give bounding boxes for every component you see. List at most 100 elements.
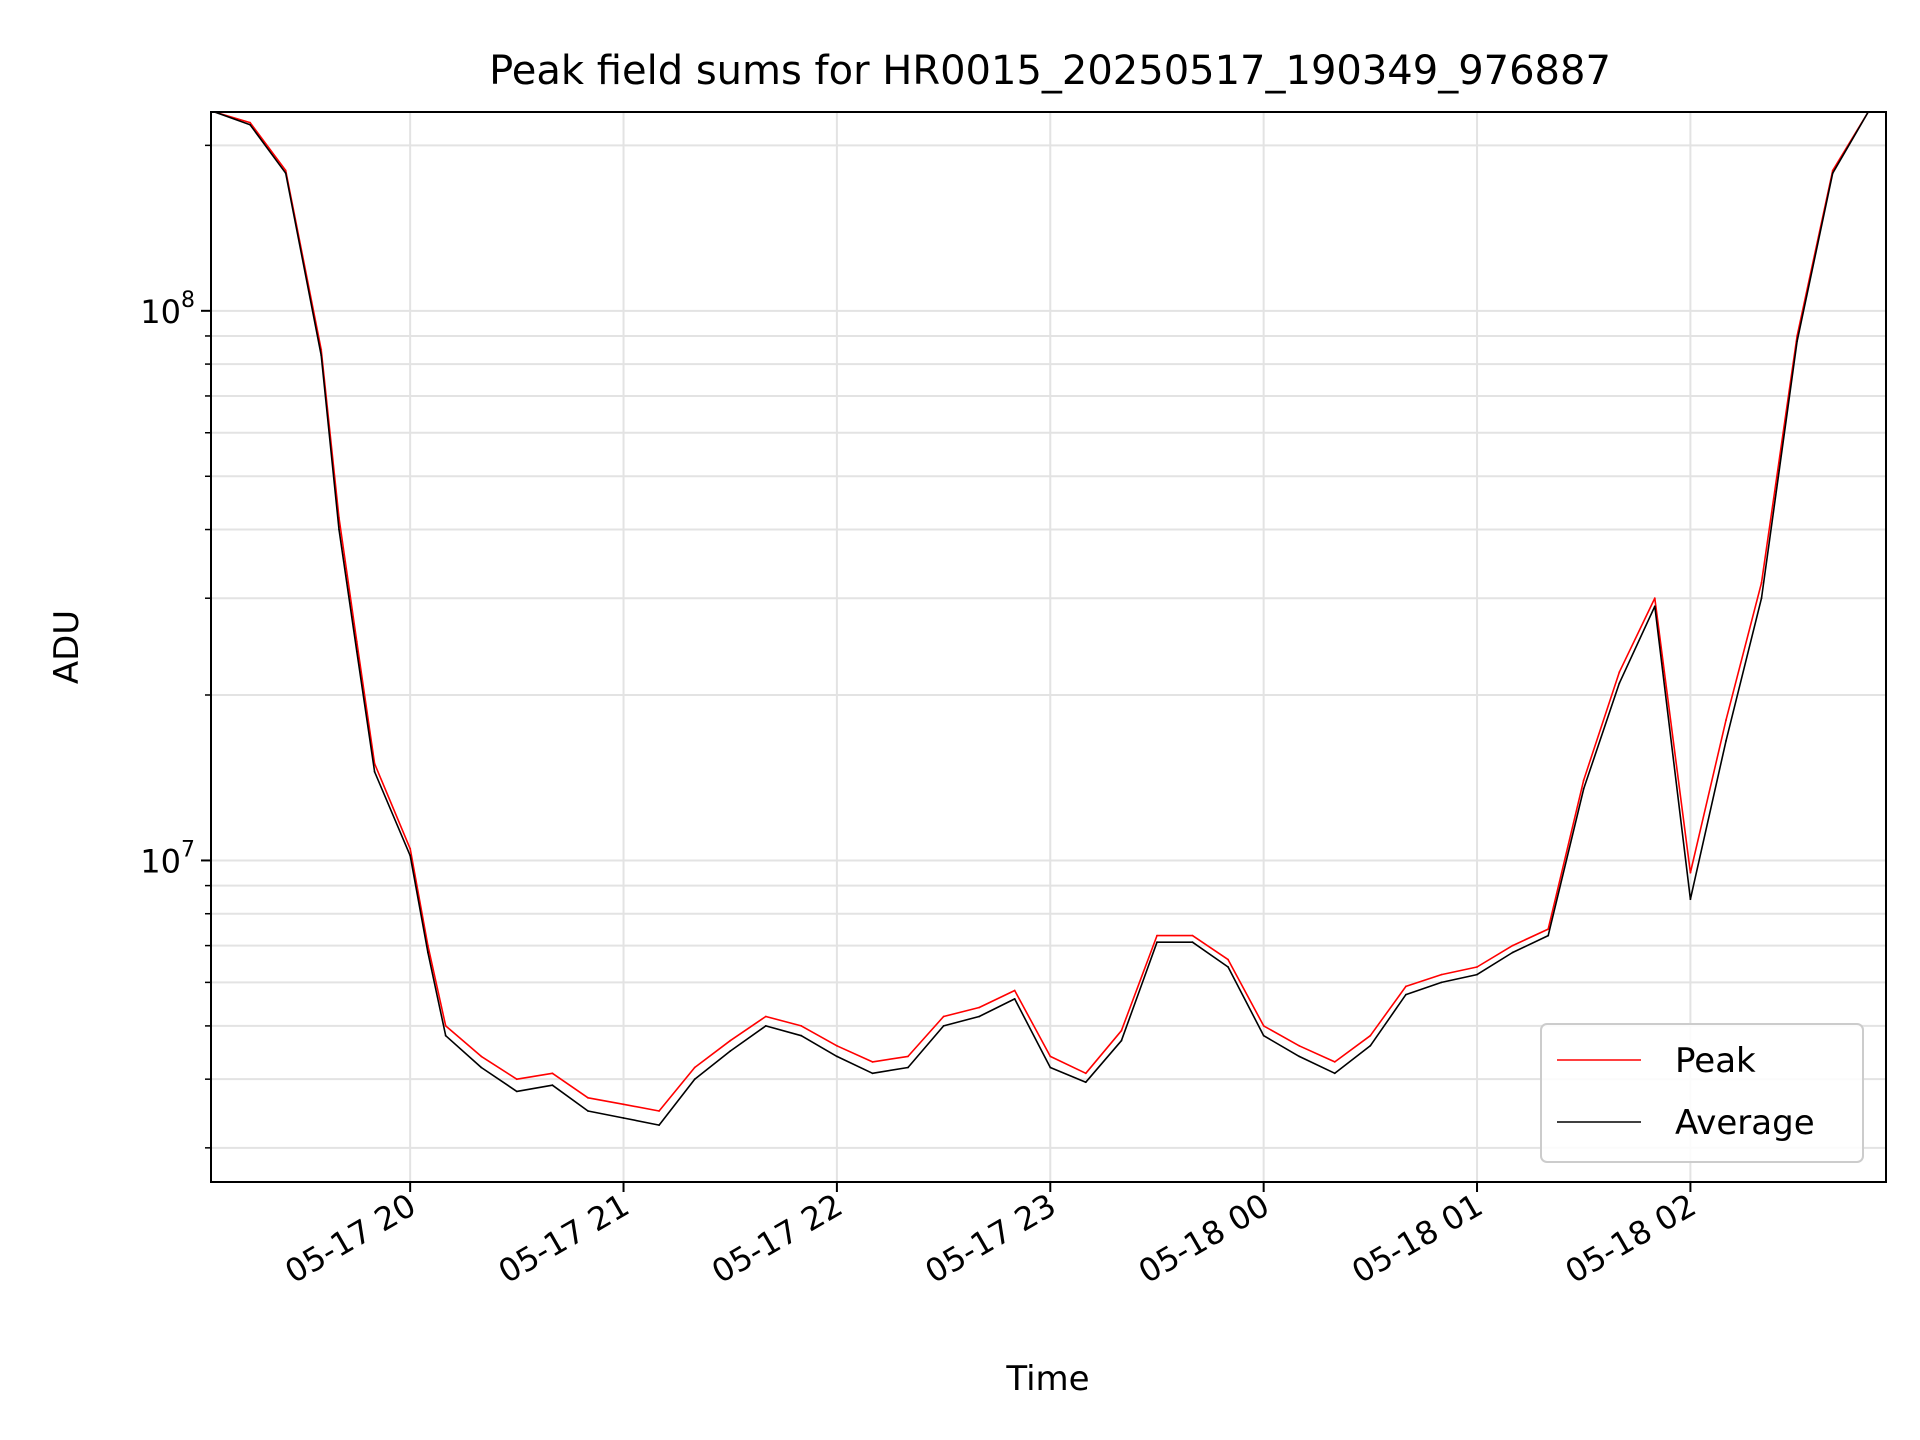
data-point <box>1511 944 1514 947</box>
data-point <box>871 1072 874 1075</box>
data-point <box>1582 779 1585 781</box>
data-point <box>1582 787 1585 790</box>
data-point <box>249 121 252 124</box>
data-point <box>658 1110 660 1112</box>
data-point <box>1227 958 1229 961</box>
data-point <box>907 1066 909 1069</box>
data-point <box>1191 941 1194 944</box>
data-point <box>515 1078 518 1081</box>
data-point <box>836 1055 838 1058</box>
data-point <box>1405 993 1407 996</box>
data-point <box>1369 1034 1372 1037</box>
data-point <box>1440 981 1443 984</box>
data-point <box>693 1066 696 1069</box>
data-point <box>1831 172 1834 175</box>
gridlines <box>211 112 1886 1182</box>
data-point <box>551 1072 554 1075</box>
data-point <box>1689 871 1692 874</box>
data-point <box>515 1090 518 1093</box>
data-point <box>1476 966 1478 968</box>
data-point <box>836 1044 838 1047</box>
data-point <box>1298 1044 1301 1047</box>
plot-frame <box>210 111 1887 1183</box>
data-point <box>1084 1072 1087 1075</box>
data-point <box>1120 1039 1123 1042</box>
data-point <box>1049 1055 1052 1058</box>
data-point <box>764 1025 767 1027</box>
data-point <box>480 1066 483 1069</box>
data-point <box>1013 998 1016 1000</box>
data-point <box>1120 1029 1123 1032</box>
data-point <box>427 951 429 954</box>
data-point <box>1618 682 1621 685</box>
data-point <box>764 1015 767 1018</box>
data-point <box>871 1061 874 1063</box>
data-point <box>622 1117 625 1119</box>
data-point <box>1262 1025 1265 1027</box>
data-point <box>587 1096 589 1099</box>
series-peak <box>213 111 1870 1112</box>
legend-peak-label: Peak <box>1675 1041 1756 1081</box>
data-point <box>373 770 376 773</box>
series-line-peak <box>214 111 1869 1112</box>
data-point <box>1191 934 1194 937</box>
data-point <box>409 847 412 850</box>
data-point <box>587 1110 589 1112</box>
x-axis-label: Time <box>1005 1359 1089 1399</box>
data-point <box>978 1015 981 1018</box>
data-point <box>409 854 412 857</box>
data-point <box>800 1034 803 1037</box>
data-point <box>480 1055 483 1058</box>
data-point <box>1405 985 1407 988</box>
data-point <box>658 1124 660 1126</box>
data-point <box>942 1015 945 1018</box>
data-point <box>1653 597 1656 600</box>
data-point <box>1511 951 1514 954</box>
data-point <box>1013 989 1016 992</box>
data-point <box>907 1055 909 1058</box>
legend-box <box>1540 1023 1864 1163</box>
data-point <box>1618 671 1621 674</box>
data-point <box>729 1050 732 1052</box>
data-point <box>1084 1081 1087 1084</box>
data-point <box>1725 740 1727 742</box>
data-point <box>284 172 287 175</box>
data-point <box>444 1025 447 1027</box>
data-point <box>338 528 340 531</box>
data-point <box>1369 1044 1372 1047</box>
data-point <box>1333 1072 1336 1075</box>
data-point <box>1689 898 1692 901</box>
data-point <box>551 1084 554 1087</box>
data-point <box>622 1103 625 1106</box>
data-point <box>1476 973 1478 976</box>
data-point <box>249 123 252 126</box>
data-point <box>693 1078 696 1081</box>
data-point <box>1440 973 1443 976</box>
data-point <box>1547 928 1550 930</box>
data-point <box>1547 934 1550 937</box>
data-point <box>1156 941 1158 944</box>
data-point <box>978 1006 981 1009</box>
data-point <box>1227 966 1229 968</box>
series-average <box>213 111 1870 1126</box>
data-point <box>729 1039 732 1042</box>
data-point <box>1760 581 1763 584</box>
legend-average-label: Average <box>1675 1103 1815 1143</box>
data-point <box>320 354 323 357</box>
legend: Peak Average <box>1540 1023 1864 1163</box>
data-point <box>355 640 358 643</box>
data-point <box>355 650 358 653</box>
chart-title: Peak field sums for HR0015_20250517_1903… <box>489 48 1611 94</box>
data-point <box>1725 719 1727 721</box>
y-axis-label: ADU <box>47 610 87 684</box>
data-point <box>1653 605 1656 608</box>
data-point <box>800 1025 803 1027</box>
data-point <box>284 169 287 172</box>
data-point <box>1262 1034 1265 1037</box>
data-point <box>1298 1055 1301 1058</box>
data-point <box>1796 340 1798 343</box>
data-point <box>1049 1066 1052 1069</box>
data-point <box>1333 1061 1336 1063</box>
